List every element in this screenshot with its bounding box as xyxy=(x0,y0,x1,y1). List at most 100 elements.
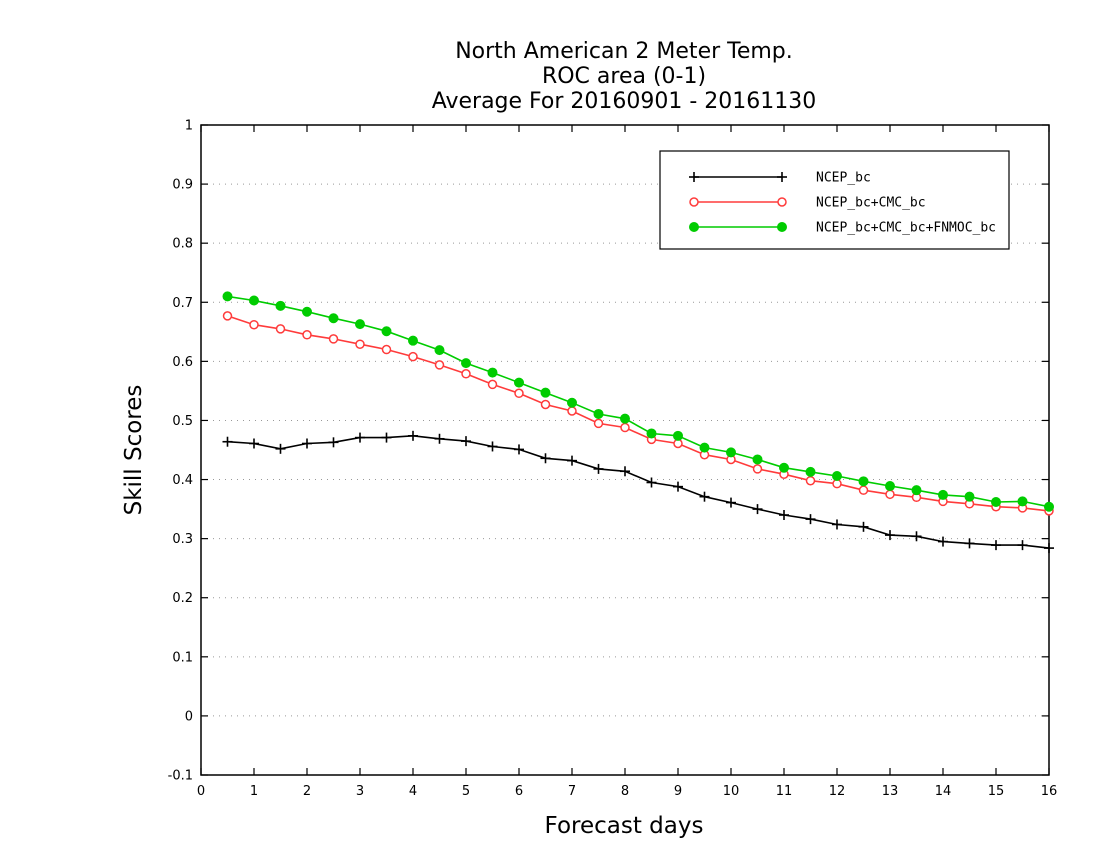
y-axis-label: Skill Scores xyxy=(121,385,147,516)
data-point xyxy=(487,441,498,452)
data-point xyxy=(752,454,763,465)
legend-marker xyxy=(689,172,699,182)
data-point xyxy=(646,428,657,439)
data-point xyxy=(540,387,551,398)
x-tick-label: 4 xyxy=(409,784,417,799)
legend-label: NCEP_bc xyxy=(816,171,871,186)
data-point xyxy=(434,433,445,444)
data-point xyxy=(593,418,604,429)
data-point xyxy=(752,504,763,515)
y-tick-label: 0 xyxy=(185,709,193,724)
series-3 xyxy=(222,291,1054,512)
data-point xyxy=(991,540,1001,551)
x-tick-label: 10 xyxy=(723,784,740,799)
data-point xyxy=(434,345,445,356)
data-point xyxy=(275,443,286,454)
data-point xyxy=(328,437,339,448)
x-tick-label: 9 xyxy=(674,784,682,799)
data-point xyxy=(567,455,577,466)
legend-label: NCEP_bc+CMC_bc xyxy=(816,196,926,211)
data-point xyxy=(620,413,630,424)
data-point xyxy=(567,397,577,408)
y-tick-label: 0.1 xyxy=(172,650,193,665)
data-point xyxy=(249,319,259,330)
data-point xyxy=(858,476,869,487)
series-line xyxy=(227,295,1050,508)
data-point xyxy=(434,360,445,370)
data-point xyxy=(514,444,524,455)
y-tick-label: 0.5 xyxy=(172,414,193,429)
y-tick-label: 0.2 xyxy=(172,591,193,606)
data-point xyxy=(1017,496,1028,507)
data-point xyxy=(805,466,816,477)
data-point xyxy=(381,344,392,355)
x-tick-label: 5 xyxy=(462,784,470,799)
legend-label: NCEP_bc+CMC_bc+FNMOC_bc xyxy=(816,221,996,236)
x-tick-label: 1 xyxy=(250,784,258,799)
data-point xyxy=(911,531,922,542)
data-point xyxy=(805,514,816,525)
data-point xyxy=(408,335,418,346)
data-point xyxy=(1044,501,1054,512)
x-tick-label: 0 xyxy=(197,784,205,799)
x-tick-label: 6 xyxy=(515,784,523,799)
data-point xyxy=(540,453,551,464)
legend-marker xyxy=(689,222,699,232)
x-tick-label: 13 xyxy=(882,784,899,799)
chart-title: North American 2 Meter Temp.ROC area (0-… xyxy=(432,39,817,114)
x-tick-label: 3 xyxy=(356,784,364,799)
data-point xyxy=(1044,543,1054,554)
data-point xyxy=(1017,540,1028,551)
legend-item: NCEP_bc+CMC_bc+FNMOC_bc xyxy=(689,221,996,236)
legend-item: NCEP_bc xyxy=(689,171,871,186)
x-tick-label: 7 xyxy=(568,784,576,799)
x-tick-label: 14 xyxy=(935,784,952,799)
title-line-1: North American 2 Meter Temp. xyxy=(455,39,793,64)
data-point xyxy=(593,463,604,474)
data-point xyxy=(673,481,683,492)
data-point xyxy=(938,489,948,500)
legend-marker xyxy=(777,172,787,182)
series-1 xyxy=(222,430,1054,554)
data-point xyxy=(408,430,418,441)
data-point xyxy=(461,358,471,369)
data-point xyxy=(461,436,471,447)
data-point xyxy=(885,530,895,541)
data-point xyxy=(752,464,763,474)
data-point xyxy=(487,367,498,378)
legend: NCEP_bc NCEP_bc+CMC_bc NCEP_bc+CMC_bc+FNMO… xyxy=(659,150,1010,250)
data-point xyxy=(487,379,498,390)
data-point xyxy=(885,489,895,500)
x-tick-label: 8 xyxy=(621,784,629,799)
data-point xyxy=(858,485,869,495)
y-tick-label: 0.3 xyxy=(172,532,193,547)
data-point xyxy=(381,326,392,337)
data-point xyxy=(991,497,1001,507)
data-point xyxy=(593,408,604,419)
data-point xyxy=(514,388,524,399)
data-point xyxy=(355,432,365,443)
x-tick-label: 12 xyxy=(829,784,846,799)
legend-marker xyxy=(777,222,787,232)
data-point xyxy=(726,447,736,458)
data-point xyxy=(911,485,922,496)
data-point xyxy=(620,466,630,477)
data-point xyxy=(408,351,418,362)
data-point xyxy=(222,291,233,302)
legend-marker xyxy=(689,197,699,207)
data-point xyxy=(328,334,339,344)
data-point xyxy=(858,521,869,532)
y-tick-label: -0.1 xyxy=(168,769,193,784)
data-point xyxy=(275,300,286,311)
legend-item: NCEP_bc+CMC_bc xyxy=(689,196,926,211)
data-point xyxy=(302,306,312,317)
grid xyxy=(201,183,1049,717)
data-point xyxy=(540,399,551,410)
data-point xyxy=(567,406,577,416)
x-axis-label: Forecast days xyxy=(545,813,704,839)
data-point xyxy=(328,313,339,324)
legend-box xyxy=(659,150,1010,250)
data-point xyxy=(355,319,365,330)
data-point xyxy=(832,519,842,530)
